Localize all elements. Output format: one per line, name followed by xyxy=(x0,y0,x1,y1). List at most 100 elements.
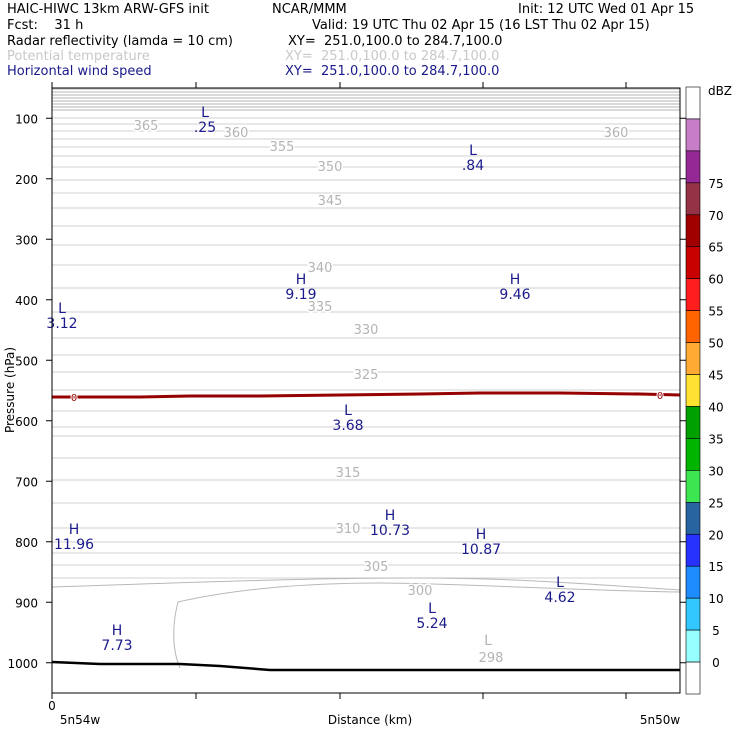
theta-label-330: 330 xyxy=(354,323,379,338)
chart-marks: 0 0L.25L.84H9.19H9.46L3.12L3.68H11.96H10.… xyxy=(46,105,681,672)
colorbar-cell xyxy=(685,214,701,248)
wind-extremum-L-marker: L xyxy=(428,601,436,617)
colorbar-level-label: 20 xyxy=(708,528,723,542)
colorbar-level-label: 65 xyxy=(708,241,723,255)
wind-extremum-value: .84 xyxy=(462,158,484,174)
colorbar-level-label: 60 xyxy=(708,273,723,287)
y-tick-label: 700 xyxy=(15,475,38,489)
colorbar-cell xyxy=(685,629,701,663)
y-tick-label: 300 xyxy=(15,233,38,247)
colorbar-cell xyxy=(685,565,701,599)
org-title: NCAR/MMM xyxy=(272,2,347,17)
theta-label-350: 350 xyxy=(318,160,343,175)
wind-extremum-L-marker: L xyxy=(556,575,564,591)
wind-extremum-H-marker: H xyxy=(69,522,80,538)
reflectivity-zero-contour xyxy=(52,391,681,399)
wind-extremum-L-marker: L xyxy=(469,143,477,159)
y-tick-label: 100 xyxy=(15,112,38,126)
wind-extremum-value: 9.46 xyxy=(499,287,530,303)
colorbar-level-label: 40 xyxy=(708,400,723,414)
colorbar-cell xyxy=(685,374,701,407)
wind-extremum-value: 11.96 xyxy=(54,537,94,553)
theta-extremum-L-marker: L xyxy=(484,633,492,649)
colorbar-level-label: 75 xyxy=(708,177,723,191)
theta-label-315: 315 xyxy=(336,466,361,481)
x-tick-label: 0 xyxy=(48,699,56,713)
colorbar-cell xyxy=(685,310,701,343)
field-wind-xy: XY= 251.0,100.0 to 284.7,100.0 xyxy=(285,64,500,79)
colorbar-cell xyxy=(685,342,701,375)
y-tick-label: 500 xyxy=(15,354,38,368)
isentrope-line-300 xyxy=(51,577,681,591)
chart-axes: 100 200 300 400 500 600 700 800 900 1000 0 5n54w 5n5… xyxy=(3,82,686,727)
wind-extremum-H-marker: H xyxy=(112,623,123,639)
theta-label-355: 355 xyxy=(270,140,295,155)
field-theta-xy: XY= 251.0,100.0 to 284.7,100.0 xyxy=(285,49,500,64)
colorbar-cell xyxy=(685,502,701,535)
colorbar-cell xyxy=(685,86,701,120)
y-tick-label: 900 xyxy=(15,596,38,610)
wind-extremum-H-marker: H xyxy=(476,527,487,543)
theta-contour-lines: 298 300 305 310 315 325 330 335 340 345 350 355 360 3… xyxy=(51,88,681,669)
surface-line xyxy=(51,660,680,672)
colorbar-level-label: 30 xyxy=(708,464,723,478)
colorbar-level-label: 5 xyxy=(712,624,720,638)
wind-extremum-value: .25 xyxy=(194,120,216,136)
forecast-hour: Fcst: 31 h xyxy=(7,18,84,33)
y-tick-label: 200 xyxy=(15,173,38,187)
colorbar-level-label: 55 xyxy=(708,305,723,319)
y-tick-label: 600 xyxy=(15,415,38,429)
field-wind-label: Horizontal wind speed xyxy=(7,64,152,79)
wind-extremum-L-marker: L xyxy=(344,403,352,419)
valid-time: Valid: 19 UTC Thu 02 Apr 15 (16 LST Thu … xyxy=(312,18,650,33)
wind-extremum-value: 9.19 xyxy=(285,287,316,303)
theta-label-335: 335 xyxy=(308,300,333,315)
wind-extremum-value: 10.73 xyxy=(370,523,410,539)
theta-label-305: 305 xyxy=(364,560,389,575)
y-tick-label: 400 xyxy=(15,294,38,308)
colorbar-level-label: 50 xyxy=(708,337,723,351)
colorbar-cell xyxy=(685,470,701,503)
theta-label-325: 325 xyxy=(354,368,379,383)
x-axis-title: Distance (km) xyxy=(328,713,412,727)
theta-label-360: 360 xyxy=(224,126,249,141)
colorbar-cell xyxy=(685,278,701,311)
colorbar-cell xyxy=(685,661,701,695)
colorbar-level-label: 45 xyxy=(708,369,723,383)
wind-extremum-H-marker: H xyxy=(510,272,521,288)
colorbar-level-label: 0 xyxy=(712,656,720,670)
wind-extremum-value: 10.87 xyxy=(461,542,501,558)
theta-label-360-right: 360 xyxy=(604,126,629,141)
y-tick-label: 1000 xyxy=(7,657,38,671)
colorbar-level-label: 10 xyxy=(708,592,723,606)
colorbar-unit: dBZ xyxy=(708,84,732,98)
wind-extremum-L-marker: L xyxy=(58,301,66,317)
wind-extremum-value: 3.12 xyxy=(46,316,77,332)
colorbar-cell xyxy=(685,246,701,279)
y-axis-title: Pressure (hPa) xyxy=(3,347,17,433)
theta-label-365: 365 xyxy=(134,119,159,134)
colorbar-level-label: 70 xyxy=(708,209,723,223)
colorbar-cell xyxy=(685,406,701,439)
colorbar-level-label: 35 xyxy=(708,432,723,446)
wind-extremum-value: 7.73 xyxy=(101,638,132,654)
colorbar-cell xyxy=(685,533,701,567)
theta-label-345: 345 xyxy=(318,194,343,209)
reflectivity-zero-label-right: 0 xyxy=(657,391,663,402)
x-right-label: 5n50w xyxy=(640,713,681,727)
field-theta-label: Potential temperature xyxy=(7,49,150,64)
field-reflectivity-xy: XY= 251.0,100.0 to 284.7,100.0 xyxy=(288,34,503,49)
colorbar-level-label: 25 xyxy=(708,496,723,510)
x-left-label: 5n54w xyxy=(60,713,101,727)
field-reflectivity-label: Radar reflectivity (lamda = 10 cm) xyxy=(7,34,233,49)
wind-extremum-H-marker: H xyxy=(385,508,396,524)
wind-extremum-value: 4.62 xyxy=(544,590,575,606)
wind-extremum-H-marker: H xyxy=(296,272,307,288)
model-title: HAIC-HIWC 13km ARW-GFS init xyxy=(7,2,209,17)
wind-extremum-value: 5.24 xyxy=(416,616,447,632)
colorbar-level-label: 15 xyxy=(708,560,723,574)
reflectivity-zero-label-left: 0 xyxy=(71,393,77,404)
y-tick-label: 800 xyxy=(15,536,38,550)
theta-label-300: 300 xyxy=(408,584,433,599)
